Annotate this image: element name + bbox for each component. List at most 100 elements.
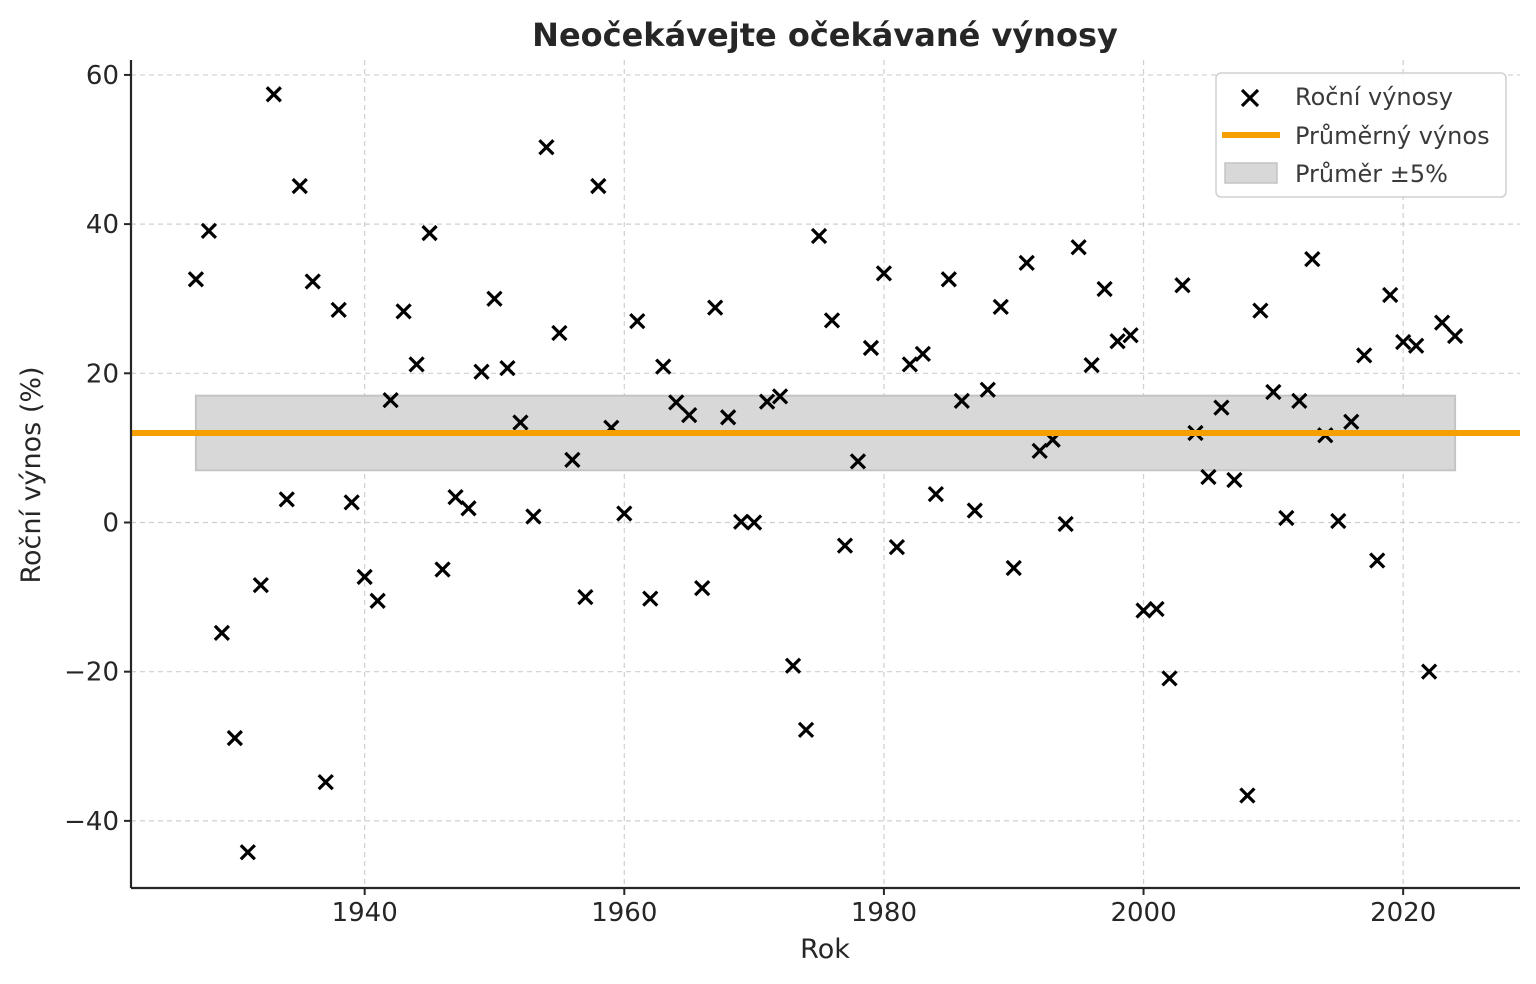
data-point (1408, 337, 1425, 354)
data-point (1304, 251, 1321, 268)
data-point (888, 538, 906, 556)
data-point (1446, 327, 1464, 345)
data-point (369, 592, 386, 609)
legend: Roční výnosy Průměrný výnos Průměr ±5% (1215, 72, 1507, 198)
data-point (1148, 600, 1165, 618)
data-point (1031, 442, 1048, 460)
data-point (278, 491, 295, 508)
y-tick-label: 20 (86, 359, 119, 389)
y-tick-label: 0 (102, 508, 119, 538)
data-point (421, 224, 438, 242)
data-point (823, 312, 841, 329)
data-point (291, 177, 308, 195)
legend-band-icon (1224, 162, 1278, 184)
data-point (252, 577, 269, 594)
x-tick-label: 2020 (1370, 898, 1436, 928)
data-point (1174, 277, 1191, 294)
data-point (213, 624, 231, 642)
data-point (655, 358, 672, 375)
data-point (239, 844, 256, 861)
data-point (771, 388, 789, 405)
data-point (343, 494, 360, 511)
legend-frame (1215, 72, 1507, 198)
data-point (525, 508, 542, 525)
data-point (551, 324, 568, 342)
y-tick-label: 40 (86, 210, 119, 240)
data-point (1005, 559, 1022, 577)
data-point (564, 451, 581, 468)
data-point (265, 86, 282, 103)
y-axis-label: Roční výnos (%) (16, 366, 47, 583)
legend-label-annual-returns: Roční výnosy (1295, 83, 1453, 111)
data-point (758, 393, 776, 410)
data-point (1239, 787, 1256, 804)
data-point (616, 505, 633, 522)
data-point (1291, 392, 1308, 410)
data-point (784, 657, 802, 674)
data-point (499, 359, 516, 377)
data-point (1382, 286, 1399, 304)
data-point (590, 177, 607, 195)
data-point (1278, 509, 1295, 527)
data-point (434, 561, 451, 578)
data-point (745, 514, 763, 531)
data-point (1356, 347, 1373, 364)
data-point (200, 222, 218, 239)
x-axis-label: Rok (800, 934, 850, 965)
data-point (1161, 670, 1178, 687)
grid (131, 60, 1520, 888)
legend-marker-icon (1240, 88, 1260, 108)
data-point (1252, 302, 1269, 319)
y-tick-label: −20 (64, 658, 119, 688)
data-point (862, 339, 880, 357)
data-point (330, 301, 347, 319)
data-point (577, 588, 594, 606)
data-point (992, 298, 1009, 316)
data-point (694, 579, 711, 597)
data-point (836, 537, 854, 554)
x-tick-label: 1960 (591, 898, 657, 928)
data-point (1433, 314, 1451, 331)
data-point (875, 265, 893, 282)
data-point (1330, 512, 1347, 530)
data-point (447, 488, 464, 506)
legend-label-mean-return: Průměrný výnos (1295, 122, 1490, 150)
chart-title: Neočekávejte očekávané výnosy (532, 16, 1118, 54)
data-point (953, 392, 970, 410)
data-point (382, 392, 399, 409)
data-point (356, 568, 373, 586)
marker-layer (187, 86, 1464, 861)
data-point (1122, 327, 1139, 344)
data-point (707, 299, 724, 316)
data-point (901, 356, 919, 373)
data-point (1265, 383, 1282, 401)
data-point (408, 356, 425, 373)
data-point (979, 381, 996, 398)
data-point (1135, 602, 1152, 619)
data-point (304, 273, 321, 290)
data-point (317, 773, 334, 791)
data-point (849, 453, 867, 470)
data-point (668, 394, 685, 411)
data-point (642, 590, 659, 607)
data-point (512, 414, 529, 431)
data-point (538, 139, 555, 156)
data-point (797, 721, 815, 738)
data-point (1420, 663, 1438, 680)
y-tick-label: −40 (64, 807, 119, 837)
data-point (486, 290, 503, 307)
data-point (1070, 239, 1087, 256)
data-point (187, 271, 205, 288)
data-point (732, 513, 750, 530)
data-point (629, 312, 646, 330)
data-point (460, 500, 477, 517)
data-point (1057, 515, 1074, 533)
data-point (1395, 333, 1412, 351)
legend-label-band: Průměr ±5% (1295, 160, 1448, 188)
data-point (1083, 356, 1100, 374)
x-tick-label: 1940 (332, 898, 398, 928)
data-point (1096, 280, 1113, 298)
x-tick-label: 1980 (851, 898, 917, 928)
data-point (720, 409, 737, 426)
